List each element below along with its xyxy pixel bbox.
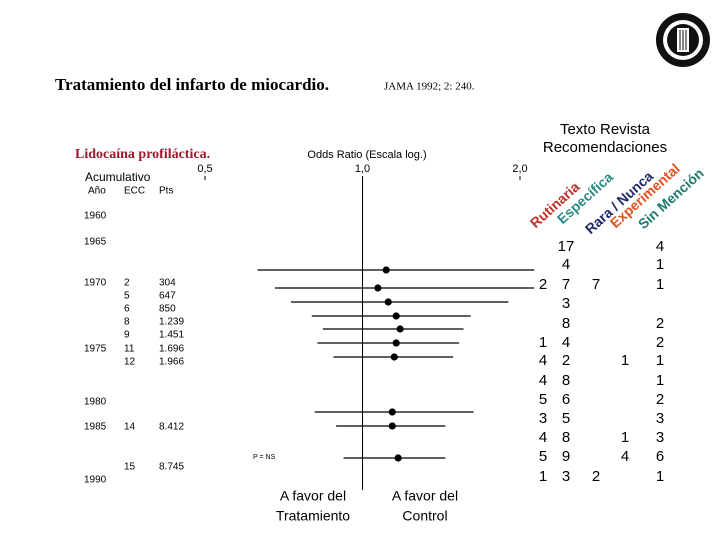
recommendation-count: 3 <box>656 429 664 446</box>
odds-ratio-point <box>390 353 398 361</box>
recommendation-count: 4 <box>539 352 547 369</box>
x-tick-label: 1,0 <box>355 163 370 175</box>
recommendation-count: 1 <box>656 352 664 369</box>
odds-ratio-point <box>392 339 400 347</box>
recommendation-count: 3 <box>539 410 547 427</box>
year-label: 1975 <box>84 344 107 355</box>
pts-value: 8.745 <box>159 462 184 473</box>
year-label: 1960 <box>84 211 107 222</box>
odds-ratio-point <box>382 266 390 274</box>
ecc-value: 14 <box>124 422 136 433</box>
recommendation-count: 1 <box>656 256 664 273</box>
column-header: Año <box>88 186 106 197</box>
recommendation-count: 2 <box>539 276 547 293</box>
recommendation-count: 5 <box>539 448 547 465</box>
recommendation-count: 8 <box>562 372 570 389</box>
recommendation-count: 1 <box>539 334 547 351</box>
recommendations-title: Texto Revista <box>560 121 651 138</box>
recommendation-count: 1 <box>621 352 629 369</box>
recommendation-count: 9 <box>562 448 570 465</box>
odds-ratio-point <box>374 284 382 292</box>
recommendation-count: 4 <box>656 238 664 255</box>
recommendation-count: 1 <box>656 468 664 485</box>
ecc-value: 5 <box>124 291 130 302</box>
recommendation-count: 1 <box>539 468 547 485</box>
x-tick-label: 0,5 <box>197 163 212 175</box>
ecc-value: 9 <box>124 330 130 341</box>
recommendation-count: 17 <box>558 238 575 255</box>
recommendation-count: 2 <box>656 315 664 332</box>
pts-value: 1.451 <box>159 330 184 341</box>
odds-ratio-point <box>396 325 404 333</box>
recommendation-count: 4 <box>539 372 547 389</box>
recommendation-count: 4 <box>539 429 547 446</box>
odds-ratio-point <box>388 422 396 430</box>
recommendation-count: 2 <box>656 334 664 351</box>
x-tick-label: 2,0 <box>512 163 527 175</box>
subtitle: Lidocaína profiláctica. <box>75 147 210 162</box>
odds-ratio-point <box>394 454 402 462</box>
source: JAMA 1992; 2: 240. <box>384 81 475 93</box>
year-label: 1980 <box>84 397 107 408</box>
recommendation-count: 6 <box>562 391 570 408</box>
ecc-value: 12 <box>124 357 136 368</box>
logo <box>656 13 710 67</box>
x-axis-label: Odds Ratio (Escala log.) <box>307 149 426 161</box>
recommendation-count: 8 <box>562 429 570 446</box>
odds-ratio-point <box>388 408 396 416</box>
recommendation-count: 4 <box>621 448 629 465</box>
p-label: P = NS <box>253 454 276 461</box>
recommendation-count: 8 <box>562 315 570 332</box>
pts-value: 850 <box>159 304 176 315</box>
column-header: ECC <box>124 186 145 197</box>
recommendation-count: 1 <box>656 372 664 389</box>
recommendation-count: 2 <box>656 391 664 408</box>
recommendation-count: 4 <box>562 256 570 273</box>
pts-value: 1.966 <box>159 357 184 368</box>
year-label: 1985 <box>84 422 107 433</box>
favors-left: Tratamiento <box>276 508 350 524</box>
recommendation-count: 5 <box>539 391 547 408</box>
year-label: 1970 <box>84 278 107 289</box>
odds-ratio-point <box>392 312 400 320</box>
pts-value: 1.696 <box>159 344 184 355</box>
ecc-value: 2 <box>124 278 130 289</box>
pts-value: 1.239 <box>159 317 184 328</box>
favors-right: Control <box>402 508 447 524</box>
odds-ratio-point <box>384 298 392 306</box>
recommendation-count: 3 <box>562 295 570 312</box>
recommendation-count: 4 <box>562 334 570 351</box>
recommendation-count: 3 <box>656 410 664 427</box>
year-label: 1965 <box>84 237 107 248</box>
recommendation-count: 1 <box>656 276 664 293</box>
ecc-value: 11 <box>124 344 135 355</box>
recommendation-count: 7 <box>592 276 600 293</box>
ecc-value: 15 <box>124 462 136 473</box>
column-header: Pts <box>159 186 173 197</box>
favors-left: A favor del <box>280 488 346 504</box>
cumulative-label: Acumulativo <box>85 170 151 184</box>
recommendation-count: 6 <box>656 448 664 465</box>
title: Tratamiento del infarto de miocardio. <box>55 75 329 94</box>
recommendation-count: 1 <box>621 429 629 446</box>
pts-value: 304 <box>159 278 176 289</box>
recommendation-count: 7 <box>562 276 570 293</box>
recommendations-title: Recomendaciones <box>543 139 667 156</box>
year-label: 1990 <box>84 475 107 486</box>
recommendation-count: 2 <box>562 352 570 369</box>
pts-value: 647 <box>159 291 176 302</box>
recommendation-count: 2 <box>592 468 600 485</box>
favors-right: A favor del <box>392 488 458 504</box>
pts-value: 8.412 <box>159 422 184 433</box>
recommendation-count: 5 <box>562 410 570 427</box>
ecc-value: 6 <box>124 304 130 315</box>
ecc-value: 8 <box>124 317 130 328</box>
recommendation-count: 3 <box>562 468 570 485</box>
